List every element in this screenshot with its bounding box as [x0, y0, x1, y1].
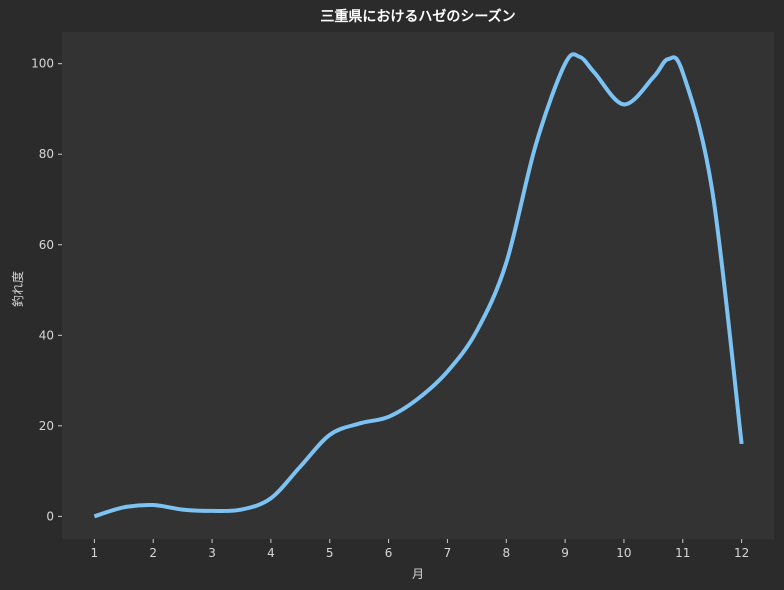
x-tick-label: 11 [675, 546, 690, 560]
y-tick-label: 0 [46, 509, 54, 523]
x-tick-label: 4 [267, 546, 275, 560]
y-tick-label: 100 [31, 57, 54, 71]
y-axis-label: 釣れ度 [10, 271, 25, 307]
x-axis-ticks: 1 2 3 4 5 6 7 8 9 10 11 12 [91, 539, 749, 560]
x-tick-label: 8 [502, 546, 510, 560]
x-tick-label: 3 [208, 546, 216, 560]
y-tick-label: 80 [39, 147, 54, 161]
y-tick-label: 40 [39, 328, 54, 342]
x-tick-label: 9 [561, 546, 569, 560]
x-tick-label: 6 [385, 546, 393, 560]
y-tick-label: 20 [39, 419, 54, 433]
plot-area [62, 32, 774, 539]
x-tick-label: 1 [91, 546, 99, 560]
x-axis-label: 月 [412, 567, 424, 581]
x-tick-label: 10 [616, 546, 631, 560]
x-tick-label: 2 [149, 546, 157, 560]
series-layer [93, 52, 744, 519]
series-line [93, 52, 744, 519]
x-tick-label: 7 [444, 546, 452, 560]
x-tick-label: 12 [734, 546, 749, 560]
y-tick-label: 60 [39, 238, 54, 252]
x-tick-label: 5 [326, 546, 334, 560]
y-axis-ticks: 0 20 40 60 80 100 [31, 57, 62, 523]
chart-title: 三重県におけるハゼのシーズン [320, 8, 515, 25]
